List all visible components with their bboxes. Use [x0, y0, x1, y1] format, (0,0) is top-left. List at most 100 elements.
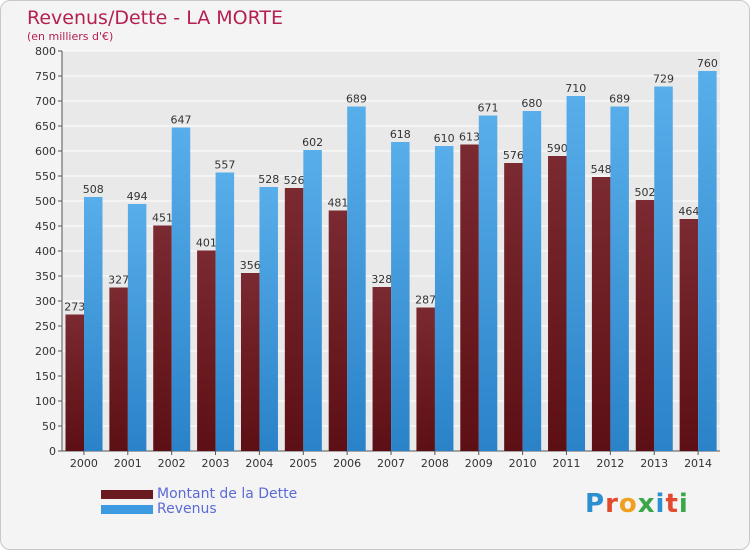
y-tick-label: 600 — [35, 145, 56, 158]
data-label-revenus: 618 — [390, 128, 411, 141]
y-tick-label: 350 — [35, 270, 56, 283]
data-label-dette: 451 — [152, 212, 173, 225]
x-tick-label: 2009 — [465, 457, 493, 470]
logo-letter: r — [605, 489, 619, 519]
chart-title: Revenus/Dette - LA MORTE — [27, 7, 284, 29]
data-label-dette: 356 — [240, 259, 261, 272]
x-tick-label: 2008 — [421, 457, 449, 470]
x-tick-label: 2012 — [596, 457, 624, 470]
data-label-dette: 481 — [327, 197, 348, 210]
y-tick-label: 750 — [35, 70, 56, 83]
data-label-revenus: 729 — [653, 73, 674, 86]
logo-letter: i — [655, 489, 666, 519]
logo-letter: t — [665, 489, 679, 519]
logo-letter: x — [637, 489, 656, 519]
bar-revenus — [434, 146, 454, 451]
y-tick-label: 100 — [35, 395, 56, 408]
data-label-revenus: 760 — [697, 57, 718, 70]
y-tick-label: 800 — [35, 45, 56, 58]
bar-dette — [153, 225, 172, 451]
data-label-revenus: 528 — [258, 173, 279, 186]
data-label-dette: 590 — [547, 142, 568, 155]
bar-dette — [548, 156, 567, 451]
y-tick-label: 400 — [35, 245, 56, 258]
y-tick-label: 300 — [35, 295, 56, 308]
bar-revenus — [566, 96, 586, 451]
data-label-revenus: 610 — [434, 132, 455, 145]
chart-subtitle: (en milliers d'€) — [27, 30, 114, 43]
data-label-dette: 576 — [503, 149, 524, 162]
legend-swatch-revenus — [101, 505, 153, 514]
bar-dette — [416, 307, 435, 451]
bar-revenus — [698, 71, 717, 451]
logo-letter: P — [585, 489, 606, 519]
y-tick-label: 200 — [35, 345, 56, 358]
y-tick-label: 150 — [35, 370, 56, 383]
logo-letter: i — [678, 489, 689, 519]
proxiti-logo: Proxiti — [585, 489, 689, 519]
data-label-revenus: 710 — [565, 82, 586, 95]
bar-dette — [197, 250, 216, 451]
x-tick-label: 2011 — [552, 457, 580, 470]
bar-revenus — [391, 142, 410, 451]
data-label-revenus: 602 — [302, 136, 323, 149]
data-label-dette: 613 — [459, 131, 480, 144]
data-label-dette: 273 — [64, 301, 85, 314]
y-tick-label: 500 — [35, 195, 56, 208]
y-tick-label: 0 — [49, 445, 56, 458]
data-label-revenus: 494 — [127, 190, 148, 203]
bar-revenus — [347, 106, 366, 451]
data-label-revenus: 680 — [521, 97, 542, 110]
legend-label-dette: Montant de la Dette — [157, 486, 298, 502]
x-tick-label: 2010 — [509, 457, 537, 470]
bar-dette — [460, 144, 479, 451]
bar-revenus — [303, 150, 322, 451]
logo-letter: o — [618, 489, 638, 519]
bar-dette — [591, 177, 611, 451]
data-label-revenus: 557 — [214, 159, 235, 172]
data-label-revenus: 689 — [609, 93, 630, 106]
data-label-revenus: 508 — [83, 183, 104, 196]
legend-swatch-dette — [101, 490, 153, 499]
x-tick-label: 2002 — [158, 457, 186, 470]
bar-dette — [328, 210, 348, 451]
data-label-revenus: 689 — [346, 93, 367, 106]
x-tick-label: 2007 — [377, 457, 405, 470]
x-tick-label: 2006 — [333, 457, 361, 470]
x-tick-label: 2005 — [289, 457, 317, 470]
y-tick-label: 450 — [35, 220, 56, 233]
bar-revenus — [522, 111, 542, 451]
bar-revenus — [127, 204, 147, 451]
data-label-dette: 327 — [108, 274, 129, 287]
x-tick-label: 2001 — [114, 457, 142, 470]
bar-dette — [284, 188, 304, 451]
x-tick-label: 2014 — [684, 457, 712, 470]
x-tick-label: 2013 — [640, 457, 668, 470]
bar-revenus — [259, 187, 278, 451]
bar-revenus — [84, 197, 103, 451]
data-label-revenus: 647 — [170, 114, 191, 127]
x-tick-label: 2003 — [202, 457, 230, 470]
data-label-dette: 526 — [284, 174, 305, 187]
data-label-dette: 548 — [591, 163, 612, 176]
y-tick-label: 50 — [42, 420, 56, 433]
bar-revenus — [478, 115, 498, 451]
data-label-dette: 328 — [371, 273, 392, 286]
x-tick-label: 2000 — [70, 457, 98, 470]
bar-dette — [65, 314, 84, 451]
y-tick-label: 250 — [35, 320, 56, 333]
bar-revenus — [610, 106, 629, 451]
data-label-dette: 502 — [635, 186, 656, 199]
bar-dette — [635, 200, 655, 451]
legend-label-revenus: Revenus — [157, 501, 217, 517]
bar-dette — [504, 163, 523, 451]
y-tick-label: 550 — [35, 170, 56, 183]
data-label-revenus: 671 — [478, 102, 499, 115]
y-tick-label: 650 — [35, 120, 56, 133]
x-tick-label: 2004 — [245, 457, 273, 470]
data-label-dette: 464 — [678, 205, 699, 218]
bar-revenus — [654, 86, 673, 451]
data-label-dette: 401 — [196, 237, 217, 250]
